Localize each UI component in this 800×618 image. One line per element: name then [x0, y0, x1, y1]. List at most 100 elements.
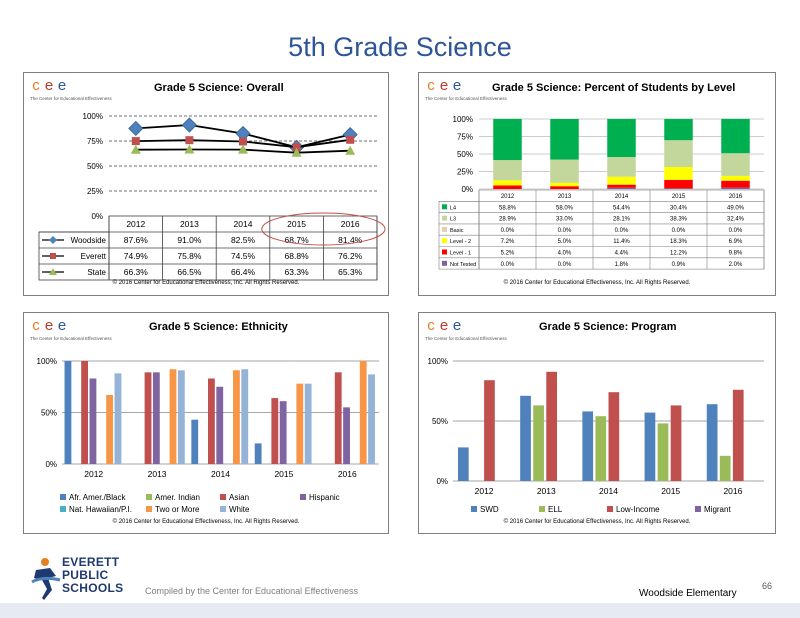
x-tick-label: 2016 — [729, 194, 743, 200]
school-name: Woodside Elementary — [639, 588, 737, 599]
x-tick-label: 2016 — [338, 469, 357, 479]
bar — [334, 372, 342, 464]
bar-segment — [664, 140, 693, 168]
data-label: 81.4% — [338, 235, 363, 245]
bar-segment — [721, 187, 750, 189]
data-label: 66.5% — [177, 267, 202, 277]
data-label: 4.4% — [615, 251, 629, 257]
data-point — [292, 143, 301, 152]
bar-segment — [493, 180, 522, 186]
legend-swatch — [442, 249, 447, 255]
legend-label: Level - 2 — [450, 239, 471, 245]
legend-label: White — [229, 505, 250, 514]
logo-text: EVERETT PUBLIC SCHOOLS — [62, 555, 124, 595]
data-label: 28.1% — [613, 217, 631, 223]
x-tick-label: 2014 — [234, 219, 253, 229]
bar-segment — [721, 118, 750, 154]
bar-segment — [607, 184, 636, 188]
data-point — [346, 135, 355, 144]
data-label: 0.0% — [558, 262, 572, 268]
data-label: 9.8% — [729, 251, 743, 257]
x-tick-label: 2014 — [615, 194, 629, 200]
data-label: 58.8% — [499, 205, 517, 211]
legend-swatch — [695, 506, 701, 512]
footer-band — [0, 603, 800, 618]
x-tick-label: 2014 — [599, 486, 618, 496]
legend-label: Afr. Amer./Black — [69, 493, 126, 502]
data-point — [291, 147, 302, 157]
runner-icon — [31, 558, 61, 600]
legend-label: L4 — [450, 205, 456, 211]
legend-swatch — [442, 215, 447, 221]
bar-segment — [721, 153, 750, 176]
program-bar-chart: 100% 50% 0% 2012 2013 2014 2015 2016 SWD ELL Low-I… — [428, 357, 764, 514]
x-tick-label: 2016 — [341, 219, 360, 229]
bar — [546, 371, 558, 481]
data-label: 0.0% — [501, 228, 515, 234]
data-point — [238, 144, 248, 154]
legend-swatch — [539, 506, 545, 512]
bar — [359, 361, 367, 464]
bar — [595, 416, 607, 481]
everett-public-schools-logo: EVERETT PUBLIC SCHOOLS — [30, 556, 140, 604]
page-title: 5th Grade Science — [288, 32, 512, 62]
y-tick-label: 100% — [453, 115, 473, 124]
legend-label: L3 — [450, 217, 456, 223]
legend-swatch — [220, 506, 226, 512]
data-point — [345, 145, 356, 155]
level-stacked-bar-chart: 100% 75% 50% 25% 0% 2012 2013 2014 2015 2016 L4 58.… — [438, 115, 765, 270]
legend-marker — [49, 236, 57, 244]
y-tick-label: 0% — [45, 460, 57, 469]
y-tick-label: 0% — [461, 185, 473, 194]
data-label: 32.4% — [727, 217, 745, 223]
bar — [533, 405, 544, 481]
legend-label: Level - 1 — [450, 251, 471, 257]
x-tick-label: 2013 — [537, 486, 556, 496]
bar-segment — [493, 160, 522, 181]
legend-label: SWD — [480, 505, 499, 514]
bar — [657, 423, 669, 481]
compiled-by-text: Compiled by the Center for Educational E… — [145, 586, 358, 596]
data-label: 76.2% — [338, 251, 363, 261]
y-tick-label: 100% — [428, 357, 448, 366]
y-tick-label: 50% — [457, 150, 473, 159]
data-label: 0.0% — [501, 262, 515, 268]
legend-label: Not Tested — [450, 262, 476, 268]
legend-marker — [49, 268, 57, 275]
data-label: 74.9% — [124, 251, 149, 261]
bar — [343, 407, 350, 464]
data-point — [181, 117, 197, 133]
data-label: 0.0% — [672, 228, 686, 234]
y-tick-label: 50% — [87, 162, 103, 171]
bar — [732, 389, 744, 481]
y-tick-label: 25% — [457, 168, 473, 177]
bar-segment — [721, 180, 750, 188]
bar-segment — [607, 118, 636, 158]
bar-segment — [664, 188, 693, 189]
data-label: 68.8% — [285, 251, 310, 261]
bar — [670, 405, 682, 481]
data-label: 65.3% — [338, 267, 363, 277]
legend-swatch — [220, 494, 226, 500]
bar — [368, 374, 375, 464]
bar — [216, 386, 224, 464]
data-label: 30.4% — [670, 205, 688, 211]
y-tick-label: 50% — [432, 417, 448, 426]
y-tick-label: 75% — [87, 137, 103, 146]
bar-segment — [664, 167, 693, 180]
bar — [520, 395, 531, 481]
data-label: 0.0% — [729, 228, 743, 234]
data-label: 1.8% — [615, 262, 629, 268]
x-tick-label: 2012 — [84, 469, 103, 479]
legend-marker — [50, 253, 56, 259]
bar — [81, 361, 89, 464]
x-tick-label: 2012 — [501, 194, 515, 200]
data-label: 0.9% — [672, 262, 686, 268]
x-tick-label: 2016 — [723, 486, 742, 496]
data-label: 82.5% — [231, 235, 256, 245]
data-label: 49.0% — [727, 205, 745, 211]
bar-segment — [550, 182, 579, 187]
